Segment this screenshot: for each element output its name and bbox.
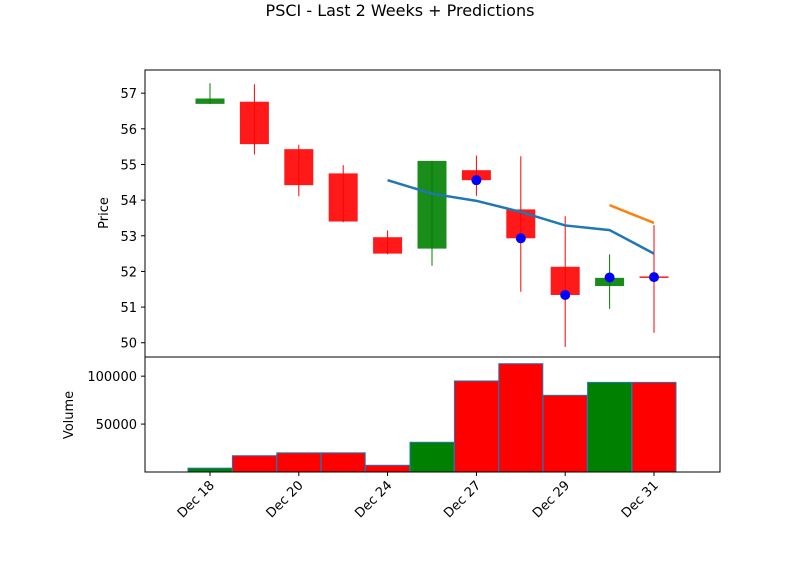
price-axis-label: Price: [97, 197, 112, 229]
x-tick-label: Dec 18: [175, 478, 218, 521]
x-tick-label: Dec 24: [352, 478, 395, 521]
volume-panel-frame: [144, 356, 721, 473]
prediction-marker: [560, 289, 571, 300]
price-y-tick-label: 50: [120, 337, 137, 352]
volume-bar: [365, 464, 411, 473]
price-y-tick-label: 56: [120, 123, 137, 138]
candle-body: [373, 237, 403, 254]
x-tick-label: Dec 27: [441, 478, 484, 521]
volume-axis-label: Volume: [62, 391, 77, 439]
x-tick-label: Dec 29: [530, 478, 573, 521]
volume-bar: [231, 455, 277, 473]
price-y-tick-label: 52: [120, 265, 137, 280]
prediction-marker: [471, 175, 482, 186]
prediction-marker: [604, 272, 615, 283]
candle-body: [417, 160, 447, 249]
x-axis: Dec 18 Dec 20 Dec 24 Dec 27 Dec 29 Dec 31: [175, 472, 662, 521]
volume-bar: [453, 380, 499, 473]
volume-bar: [498, 363, 544, 473]
x-tick-label: Dec 31: [619, 478, 662, 521]
volume-bar: [320, 452, 366, 473]
orange-prediction-line: [609, 203, 655, 225]
candle-body: [239, 101, 269, 145]
price-y-tick-label: 55: [120, 158, 137, 173]
candle-body: [284, 149, 314, 186]
chart-title: PSCI - Last 2 Weeks + Predictions: [266, 1, 535, 20]
candle-body: [195, 98, 225, 104]
price-y-tick-label: 54: [120, 194, 137, 209]
price-y-tick-label: 57: [120, 87, 137, 102]
volume-bar: [542, 394, 588, 473]
price-panel: 50 51 52 53 54 55 56 57: [120, 69, 721, 358]
volume-y-tick-label: 50000: [96, 418, 137, 433]
volume-bar: [409, 441, 455, 473]
volume-bar: [631, 381, 677, 473]
prediction-marker: [515, 233, 526, 244]
price-y-tick-label: 51: [120, 301, 137, 316]
prediction-marker: [649, 272, 659, 283]
volume-panel: 50000 100000: [87, 356, 721, 473]
volume-bar: [587, 381, 633, 473]
blue-trend-line: [387, 178, 655, 255]
volume-y-tick-label: 100000: [87, 370, 137, 385]
volume-bar: [276, 452, 322, 473]
candle-body: [328, 173, 358, 222]
x-tick-label: Dec 20: [264, 478, 307, 521]
price-y-tick-label: 53: [120, 230, 137, 245]
volume-bar: [187, 467, 233, 473]
